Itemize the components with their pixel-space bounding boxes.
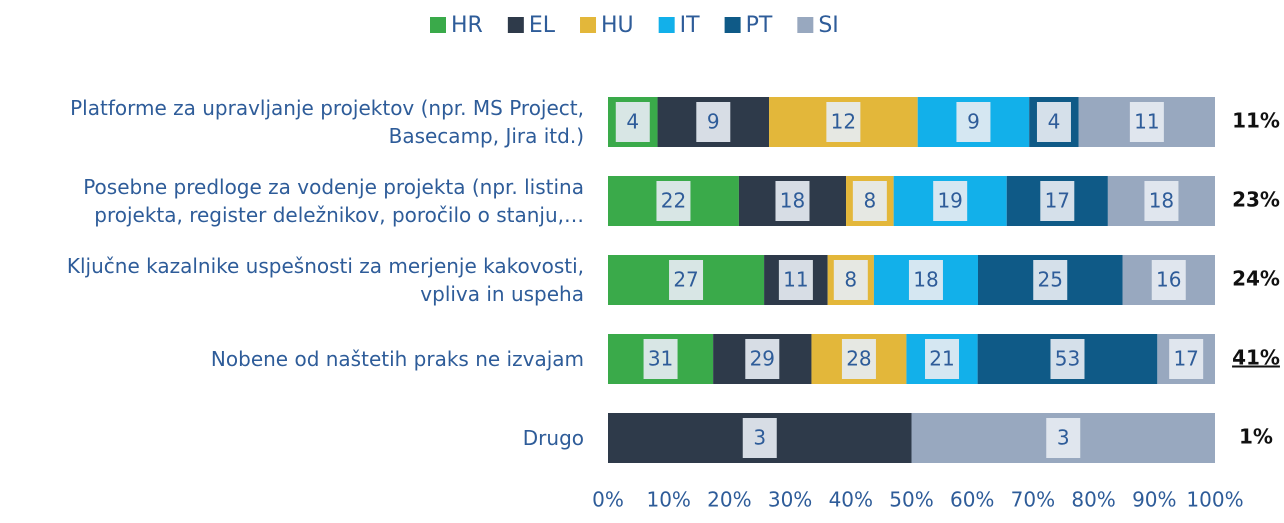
data-label-box	[1033, 260, 1068, 300]
data-label: 4	[626, 110, 639, 134]
data-label: 9	[967, 110, 980, 134]
data-label: 27	[673, 268, 698, 292]
data-label: 28	[846, 347, 871, 371]
legend-label: PT	[746, 13, 773, 38]
row-total: 23%	[1232, 188, 1280, 212]
data-label: 21	[929, 347, 954, 371]
data-label-box	[1046, 418, 1081, 458]
x-tick-label: 70%	[1011, 488, 1055, 512]
data-label-box	[1040, 181, 1075, 221]
row-total: 1%	[1239, 425, 1273, 449]
data-label-box	[742, 418, 777, 458]
data-label: 17	[1173, 347, 1198, 371]
legend-label: EL	[529, 13, 556, 38]
data-label-box	[841, 339, 876, 379]
legend-swatch	[430, 17, 446, 33]
data-label: 22	[661, 189, 686, 213]
data-label-box	[745, 339, 780, 379]
data-label-box	[1169, 339, 1204, 379]
x-tick-label: 90%	[1132, 488, 1176, 512]
legend-swatch	[797, 17, 814, 33]
category-label: Nobene od naštetih praks ne izvajam	[210, 347, 584, 371]
data-label-box	[778, 260, 813, 300]
data-label-box	[852, 181, 887, 221]
data-label-box	[1050, 339, 1085, 379]
data-label: 11	[783, 268, 808, 292]
data-label-box	[1144, 181, 1179, 221]
data-label: 12	[831, 110, 856, 134]
data-label-box	[1036, 102, 1071, 142]
data-label-box	[933, 181, 968, 221]
x-tick-label: 50%	[889, 488, 933, 512]
x-tick-label: 100%	[1186, 488, 1243, 512]
row-total: 41%	[1232, 346, 1280, 370]
data-label: 17	[1045, 189, 1070, 213]
data-label-box	[956, 102, 991, 142]
legend-label: IT	[680, 13, 700, 38]
legend-swatch	[580, 17, 597, 33]
data-label: 53	[1055, 347, 1080, 371]
x-tick-label: 10%	[646, 488, 690, 512]
data-label: 8	[844, 268, 857, 292]
x-tick-label: 60%	[950, 488, 994, 512]
data-label: 11	[1134, 110, 1159, 134]
x-tick-label: 20%	[707, 488, 751, 512]
x-tick-label: 0%	[592, 488, 624, 512]
data-label-box	[1151, 260, 1186, 300]
legend-label: HU	[601, 13, 634, 38]
data-label-box	[833, 260, 868, 300]
category-label: Platforme za upravljanje projektov (npr.…	[70, 96, 584, 148]
x-tick-label: 80%	[1071, 488, 1115, 512]
legend-label: HR	[451, 13, 483, 38]
category-label: Drugo	[522, 426, 584, 450]
legend-swatch	[658, 17, 675, 33]
row-total: 11%	[1232, 109, 1280, 133]
legend-swatch	[507, 17, 524, 33]
legend-label: SI	[818, 13, 838, 38]
row-total: 24%	[1232, 267, 1280, 291]
x-tick-label: 40%	[829, 488, 873, 512]
data-label: 16	[1156, 268, 1181, 292]
data-label-box	[696, 102, 731, 142]
data-label-box	[656, 181, 691, 221]
data-label: 31	[648, 347, 673, 371]
data-label: 18	[780, 189, 805, 213]
data-label-box	[908, 260, 943, 300]
data-label-box	[775, 181, 810, 221]
category-label: Posebne predloge za vodenje projekta (np…	[83, 175, 584, 227]
data-label-box	[925, 339, 960, 379]
data-label: 25	[1038, 268, 1063, 292]
data-label: 19	[937, 189, 962, 213]
data-label: 29	[750, 347, 775, 371]
data-label: 4	[1048, 110, 1061, 134]
data-label-box	[615, 102, 650, 142]
data-label: 3	[753, 426, 766, 450]
category-label: Ključne kazalnike uspešnosti za merjenje…	[66, 254, 584, 306]
legend-swatch	[724, 17, 741, 33]
x-tick-label: 30%	[768, 488, 812, 512]
data-label-box	[826, 102, 861, 142]
data-label-box	[1129, 102, 1164, 142]
data-label: 18	[913, 268, 938, 292]
data-label-box	[669, 260, 704, 300]
data-label: 18	[1149, 189, 1174, 213]
data-label-box	[643, 339, 678, 379]
data-label: 8	[863, 189, 876, 213]
data-label: 9	[707, 110, 720, 134]
data-label: 3	[1057, 426, 1070, 450]
